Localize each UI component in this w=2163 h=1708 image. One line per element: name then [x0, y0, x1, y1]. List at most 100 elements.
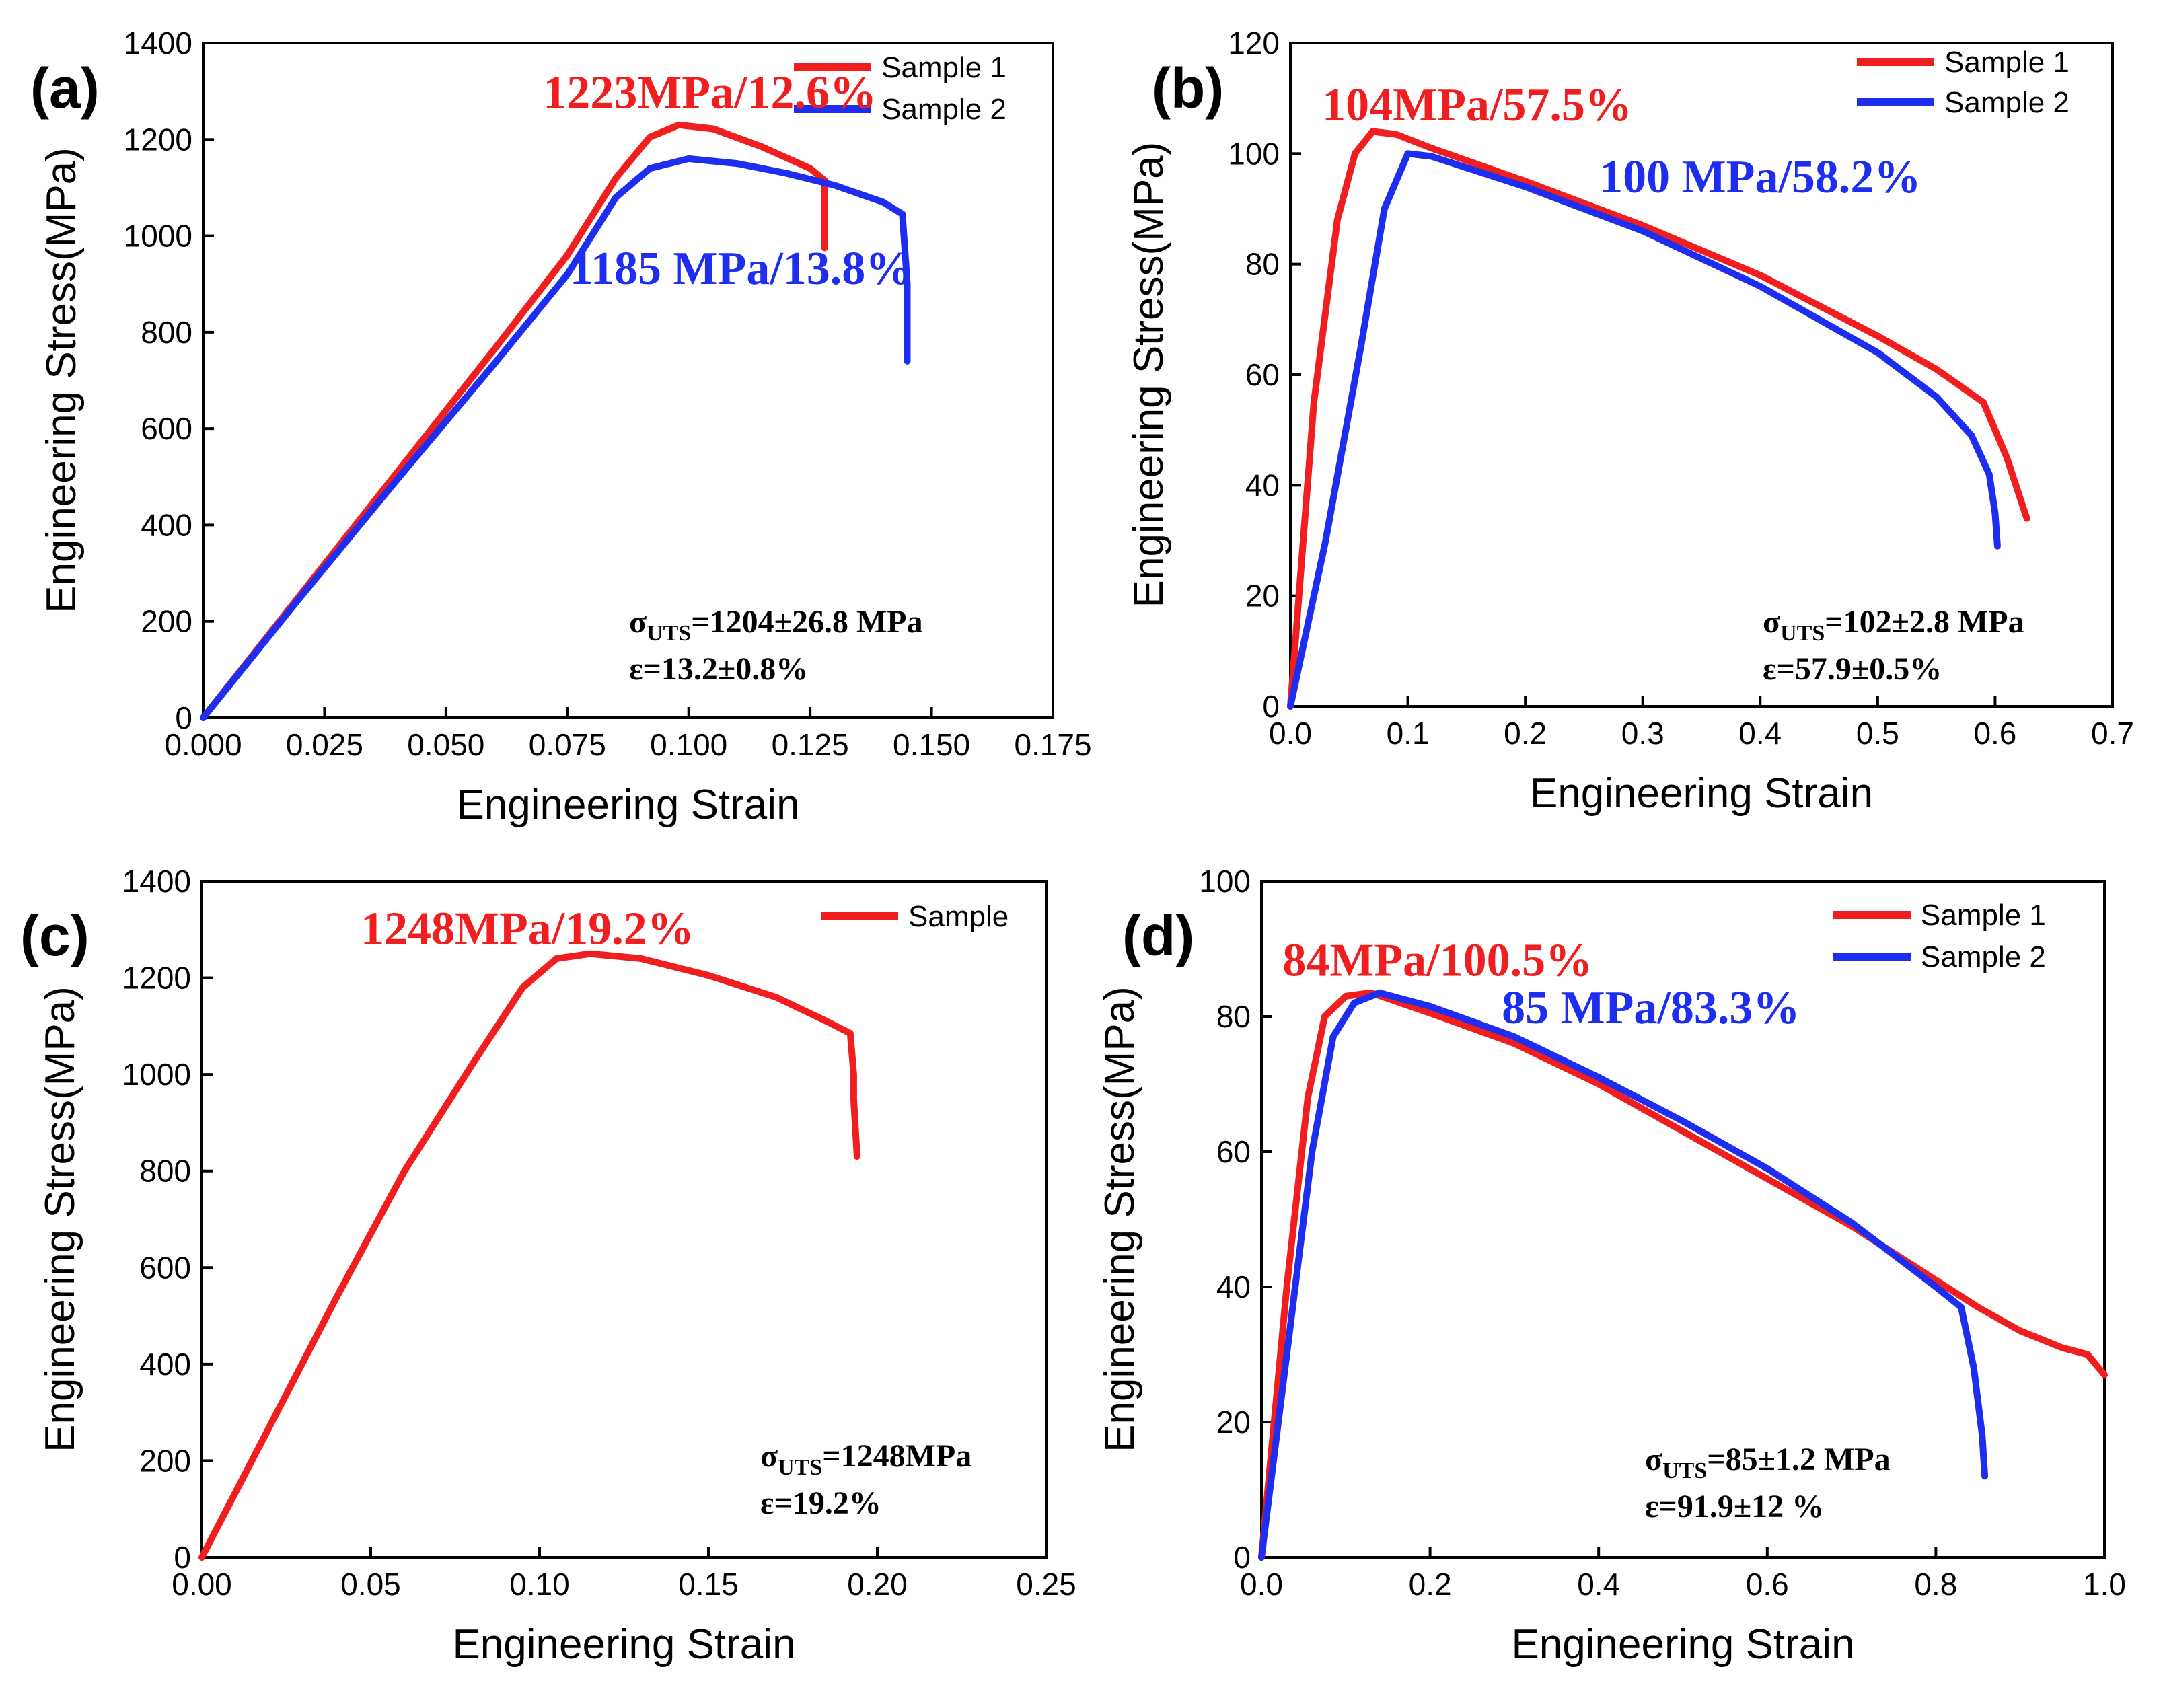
peak-annotation: 1248MPa/19.2% — [361, 903, 694, 955]
y-tick-label: 120 — [1228, 26, 1280, 61]
sigma-symbol: σ — [629, 604, 647, 640]
y-tick-label: 1200 — [122, 961, 191, 996]
y-tick-label: 100 — [1228, 136, 1280, 171]
uts-summary: σUTS=85±1.2 MPa — [1645, 1442, 1891, 1483]
chart-panel-3: (c) 0.00 0.05 0.10 0.15 0.20 0.25 0 200 400 600 800… — [20, 864, 1076, 1668]
y-tick-label: 40 — [1245, 468, 1280, 503]
x-tick-label: 0.2 — [1409, 1567, 1452, 1602]
y-tick-label: 0 — [1262, 689, 1280, 724]
y-tick-label: 80 — [1245, 247, 1280, 282]
uts-value: =85±1.2 MPa — [1707, 1442, 1890, 1477]
sigma-symbol: σ — [1763, 604, 1780, 640]
y-tick-label: 0 — [175, 700, 192, 735]
x-tick-label: 0.4 — [1577, 1567, 1620, 1602]
x-tick-label: 0.000 — [164, 727, 242, 762]
y-tick-label: 60 — [1216, 1134, 1251, 1169]
legend-label: Sample 1 — [1921, 899, 2046, 932]
uts-value: =1204±26.8 MPa — [691, 604, 922, 640]
strain-summary: ε=57.9±0.5% — [1763, 651, 1942, 687]
peak-annotation: 1185 MPa/13.8% — [570, 243, 912, 295]
y-tick-label: 800 — [139, 1154, 191, 1189]
chart-panel-4: (d) 0.0 0.2 0.4 0.6 0.8 1.0 0 20 40 60 80 100 Enginee… — [1097, 864, 2126, 1668]
strain-summary: ε=19.2% — [760, 1485, 881, 1521]
x-tick-label: 0.20 — [847, 1567, 908, 1602]
legend-label: Sample 2 — [1944, 86, 2069, 119]
strain-summary: ε=13.2±0.8% — [629, 651, 808, 687]
x-axis-title: Engineering Strain — [1530, 770, 1873, 817]
panel-label: (b) — [1152, 57, 1224, 120]
uts-subscript: UTS — [647, 621, 691, 646]
uts-subscript: UTS — [1780, 621, 1825, 646]
x-tick-label: 0.0 — [1269, 716, 1312, 751]
x-tick-label: 0.7 — [2091, 716, 2134, 751]
x-tick-label: 0.050 — [407, 727, 484, 762]
uts-summary: σUTS=102±2.8 MPa — [1763, 604, 2024, 646]
x-tick-label: 0.1 — [1387, 716, 1430, 751]
x-tick-label: 0.125 — [772, 727, 849, 762]
y-axis-title: Engineering Stress(MPa) — [1097, 986, 1143, 1452]
panel-label: (c) — [20, 904, 89, 967]
x-tick-label: 0.00 — [172, 1567, 232, 1602]
x-tick-label: 0.025 — [286, 727, 363, 762]
uts-summary: σUTS=1204±26.8 MPa — [629, 604, 923, 646]
legend-label: Sample 1 — [881, 51, 1006, 84]
y-tick-label: 400 — [139, 1347, 191, 1382]
x-axis-title: Engineering Strain — [1511, 1621, 1854, 1668]
series-line-sample-1 — [1258, 989, 2108, 1561]
y-tick-label: 20 — [1245, 579, 1280, 614]
peak-annotation: 84MPa/100.5% — [1282, 935, 1592, 987]
x-tick-label: 0.8 — [1914, 1567, 1957, 1602]
x-tick-label: 0.2 — [1504, 716, 1547, 751]
x-tick-label: 0.10 — [509, 1567, 570, 1602]
series-line-sample-2 — [1287, 150, 2001, 710]
x-tick-label: 0.075 — [529, 727, 606, 762]
y-tick-label: 1400 — [124, 26, 192, 61]
x-tick-label: 0.05 — [340, 1567, 401, 1602]
x-axis-title: Engineering Strain — [456, 782, 799, 828]
uts-subscript: UTS — [1662, 1458, 1707, 1483]
y-axis-title: Engineering Stress(MPa) — [1126, 142, 1172, 608]
sigma-symbol: σ — [760, 1438, 778, 1474]
chart-panel-2: (b) 0.0 0.1 0.2 0.3 0.4 0.5 0.6 0.7 0 20 40 60 80 100 1… — [1126, 26, 2134, 817]
y-tick-label: 600 — [141, 411, 192, 446]
y-axis-title: Engineering Stress(MPa) — [38, 147, 85, 614]
series-line-sample-2 — [1258, 989, 1989, 1561]
x-axis-title: Engineering Strain — [452, 1621, 795, 1668]
series-line-sample-2 — [200, 155, 911, 721]
plot-frame — [200, 880, 1048, 1559]
x-tick-label: 0.100 — [650, 727, 727, 762]
legend-label: Sample — [908, 900, 1009, 933]
legend-label: Sample 2 — [1921, 940, 2046, 973]
x-tick-label: 0.3 — [1621, 716, 1664, 751]
uts-subscript: UTS — [778, 1455, 822, 1480]
legend-label: Sample 1 — [1944, 46, 2069, 79]
y-tick-label: 200 — [141, 604, 192, 639]
x-tick-label: 0.175 — [1014, 727, 1091, 762]
y-tick-label: 400 — [141, 507, 192, 542]
series-line-sample — [198, 950, 860, 1561]
series-line-sample-1 — [1287, 128, 2030, 710]
x-tick-label: 0.6 — [1746, 1567, 1789, 1602]
x-tick-label: 0.25 — [1016, 1567, 1076, 1602]
chart-panel-1: (a) 0.000 0.025 0.050 0.075 0.100 0.125 0.150 0.… — [30, 26, 1092, 828]
sigma-symbol: σ — [1645, 1442, 1662, 1477]
peak-annotation: 1223MPa/12.6% — [543, 67, 877, 119]
x-tick-label: 0.6 — [1973, 716, 2016, 751]
y-tick-label: 1000 — [124, 219, 192, 254]
uts-value: =1248MPa — [822, 1438, 971, 1474]
y-tick-label: 1000 — [122, 1057, 191, 1092]
legend-label: Sample 2 — [881, 93, 1006, 126]
strain-summary: ε=91.9±12 % — [1645, 1489, 1824, 1524]
peak-annotation: 100 MPa/58.2% — [1599, 151, 1921, 203]
x-tick-label: 0.15 — [678, 1567, 739, 1602]
panel-label: (a) — [30, 57, 100, 120]
y-tick-label: 40 — [1216, 1269, 1251, 1304]
y-tick-label: 1200 — [124, 122, 192, 157]
y-tick-label: 20 — [1216, 1405, 1251, 1440]
x-tick-label: 0.0 — [1240, 1567, 1283, 1602]
y-tick-label: 100 — [1199, 864, 1251, 899]
y-tick-label: 800 — [141, 315, 192, 350]
uts-summary: σUTS=1248MPa — [760, 1438, 971, 1480]
y-axis-title: Engineering Stress(MPa) — [37, 986, 83, 1452]
